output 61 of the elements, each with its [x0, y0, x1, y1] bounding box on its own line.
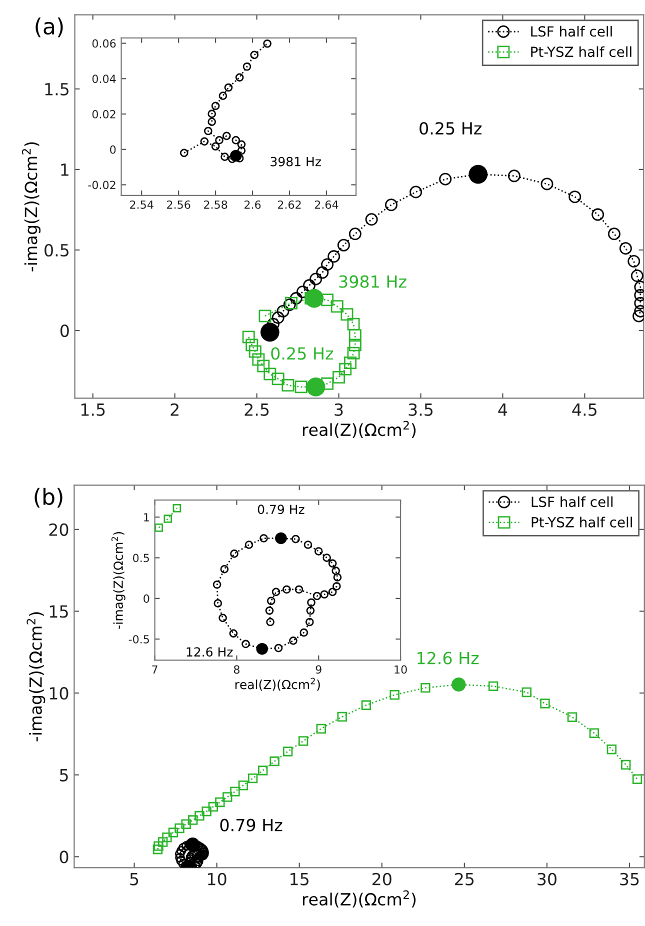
y-tick-label: -0.5	[128, 635, 149, 644]
y-tick-label: 0.5	[44, 244, 69, 257]
y-tick-label: 0.06	[92, 39, 116, 48]
x-tick-label: 25	[455, 872, 474, 886]
x-tick-label: 20	[372, 872, 392, 886]
y-tick-label: 15	[50, 605, 68, 618]
chart-title: (a)	[36, 18, 63, 38]
chart-title: (b)	[34, 488, 62, 508]
x-axis-title: real(Z)(Ωcm$^{2}$)	[302, 890, 416, 908]
x-tick-label: 2.56	[167, 200, 190, 209]
x-tick-label: 15	[290, 873, 308, 886]
x-axis-title: real(Z)(Ωcm$^{2}$)	[235, 678, 320, 691]
x-tick-label: 7	[152, 665, 158, 674]
y-tick-label: 0	[144, 594, 150, 603]
x-tick-label: 10	[394, 665, 407, 674]
legend-label: Pt-YSZ half cell	[532, 516, 632, 528]
x-tick-label: 2.54	[130, 200, 154, 209]
y-tick-label: 1	[61, 164, 68, 176]
y-tick-label: 0	[60, 850, 68, 864]
x-tick-label: 2.62	[278, 200, 301, 209]
y-axis-title: -imag(Z)(Ωcm$^{2}$)	[111, 532, 126, 629]
y-axis-title: -imag(Z)(Ωcm$^{2}$)	[26, 612, 46, 742]
annotation: 12.6 Hz	[418, 652, 479, 664]
annotation: 0.25 Hz	[271, 347, 334, 360]
y-tick-label: -0.02	[88, 180, 116, 190]
y-axis-title: -imag(Z)(Ωcm$^{2}$)	[22, 142, 41, 272]
y-tick-label: 0.04	[92, 74, 116, 84]
x-tick-label: 10	[208, 872, 226, 886]
legend-label: LSF half cell	[532, 496, 612, 508]
x-tick-label: 2.5	[244, 403, 269, 416]
annotation: 3981 Hz	[270, 156, 321, 166]
annotation: 0.25 Hz	[420, 122, 482, 135]
x-tick-label: 8	[234, 665, 240, 674]
legend-label: Pt-YSZ half cell	[531, 46, 632, 58]
y-tick-label: 5	[60, 769, 68, 782]
x-tick-label: 3	[334, 403, 343, 416]
x-tick-label: 3.5	[408, 403, 433, 416]
x-tick-label: 2.64	[314, 200, 338, 209]
annotation: 0.79 Hz	[258, 504, 304, 514]
annotation: 3981 Hz	[339, 275, 406, 288]
annotation: 0.79 Hz	[220, 818, 282, 832]
y-tick-label: 0	[110, 145, 116, 154]
x-tick-label: 1.5	[81, 404, 105, 416]
legend-label: LSF half cell	[531, 26, 612, 37]
annotation: 12.6 Hz	[186, 647, 233, 657]
y-tick-label: 20	[49, 523, 68, 536]
y-tick-label: 1	[144, 513, 149, 522]
x-tick-label: 4	[498, 404, 508, 416]
y-tick-label: 1.5	[45, 83, 69, 96]
x-tick-label: 35	[620, 872, 639, 886]
x-axis-title: real(Z)(Ωcm$^{2}$)	[302, 420, 416, 438]
x-tick-label: 2.58	[204, 200, 228, 209]
y-tick-label: 10	[50, 687, 68, 700]
x-tick-label: 30	[538, 872, 556, 886]
x-tick-label: 2.6	[244, 200, 261, 209]
x-tick-label: 4.5	[572, 404, 596, 416]
x-tick-label: 2	[170, 403, 178, 416]
y-tick-label: 0	[60, 324, 69, 338]
x-tick-label: 9	[316, 665, 322, 674]
y-tick-label: 0.02	[92, 110, 116, 118]
y-tick-label: 0.5	[133, 554, 149, 562]
